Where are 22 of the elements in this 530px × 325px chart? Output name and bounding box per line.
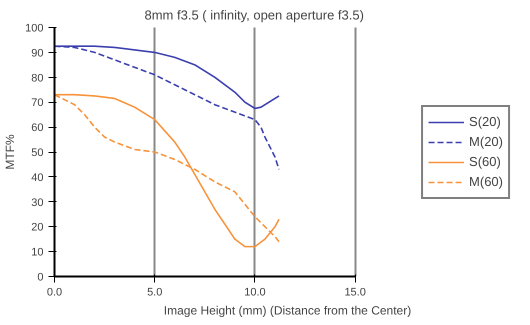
x-axis-title: Image Height (mm) (Distance from the Center): [164, 304, 412, 318]
y-tick-label: 10: [31, 246, 44, 259]
x-tick-label: 15.0: [344, 286, 366, 298]
y-tick-label: 50: [31, 147, 44, 159]
y-tick-label: 90: [31, 47, 44, 60]
chart-title: 8mm f3.5 ( infinity, open aperture f3.5): [144, 8, 364, 22]
y-tick-label: 0: [37, 272, 44, 284]
y-tick-label: 80: [31, 72, 44, 84]
y-tick-label: 20: [31, 222, 44, 234]
y-tick-label: 30: [31, 196, 44, 209]
legend-label: S(60): [469, 154, 501, 169]
legend-label: M(60): [469, 174, 503, 189]
legend-label: M(20): [469, 134, 503, 149]
y-tick-label: 60: [31, 122, 44, 134]
y-axis-title: MTF%: [3, 134, 18, 170]
y-tick-label: 70: [31, 97, 44, 110]
x-tick-label: 0.0: [46, 286, 62, 298]
y-tick-label: 40: [31, 172, 44, 184]
x-tick-label: 5.0: [147, 286, 162, 298]
y-tick-label: 100: [25, 22, 44, 34]
legend-label: S(20): [469, 114, 501, 129]
x-tick-label: 10.0: [244, 286, 266, 298]
